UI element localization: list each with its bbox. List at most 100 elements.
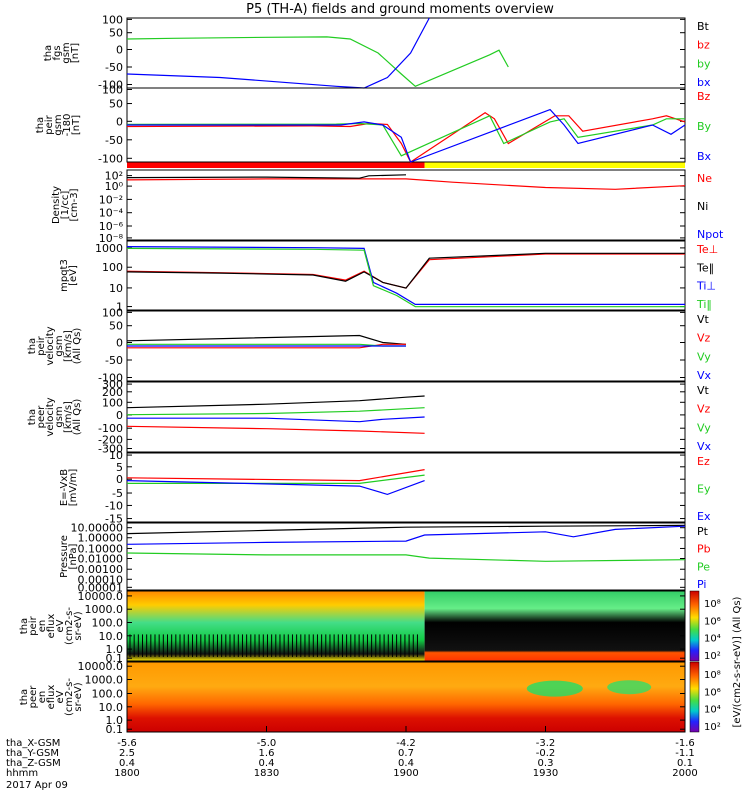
y-axis-label: tha <box>19 689 30 705</box>
status-bar-yellow <box>424 162 685 168</box>
y-axis-label: tha <box>35 117 46 133</box>
y-axis-label: E=-VxB <box>59 469 70 506</box>
legend-entry: Ne <box>697 172 712 185</box>
legend-entry: Npot <box>697 228 724 241</box>
x-tick-label: -1.6 <box>675 738 695 749</box>
status-bar-red <box>127 162 425 168</box>
legend-entry: by <box>697 57 711 70</box>
y-tick-label: 10⁻² <box>99 193 123 206</box>
legend-entry: Te⊥ <box>696 243 718 256</box>
legend-entry: Vy <box>697 421 711 434</box>
y-tick-label: 100 <box>102 396 123 409</box>
x-tick-label: 0.1 <box>677 758 693 769</box>
y-axis-label: peer <box>28 685 39 709</box>
y-tick-label: 0.00100 <box>78 563 124 576</box>
x-tick-label: 2000 <box>672 768 697 779</box>
series-line-Ti⊥ <box>126 246 685 305</box>
y-axis-label: en <box>37 620 48 633</box>
y-tick-label: 0 <box>116 337 123 350</box>
y-tick-label: 10.00000 <box>71 522 124 535</box>
series-line-Ex <box>126 480 425 496</box>
y-tick-label: 100 <box>102 261 123 274</box>
legend-entry: Bz <box>697 90 711 103</box>
y-tick-label: 300 <box>102 378 123 391</box>
y-tick-label: 10000.0 <box>78 660 124 673</box>
colorbar-tick-label: 10⁸ <box>704 599 721 610</box>
legend-entry: Pi <box>697 578 706 591</box>
legend-entry: Ez <box>697 455 710 468</box>
series-line-Bx <box>127 108 686 163</box>
series-line-Pi <box>126 525 686 545</box>
y-axis-label: sr-eV) <box>73 611 84 640</box>
panel-temp: 1000 100 10 1 mpqt3[eV] Te⊥ Te‖ Ti⊥ Ti‖ <box>59 240 718 314</box>
y-tick-label: 0.1 <box>106 652 124 665</box>
panel-pressure: 10.000001.000000.100000.010000.001000.00… <box>59 522 711 595</box>
y-axis-label: [km/s] <box>63 330 74 362</box>
y-tick-label: 0.10000 <box>78 542 124 555</box>
y-tick-label: -100 <box>98 422 123 435</box>
x-tick-label: 0.4 <box>119 758 135 769</box>
y-tick-label: 0.1 <box>106 723 124 736</box>
x-tick-label: 0.4 <box>259 758 275 769</box>
y-axis-label: (cm2-s- <box>64 607 75 645</box>
panel-elec_spec: 10000.01000.0100.010.01.00.1 thapeerenefl… <box>19 660 686 736</box>
y-tick-label: 10² <box>105 170 123 183</box>
y-tick-label: 0 <box>116 473 123 486</box>
x-row-label: tha_Y-GSM <box>6 748 59 759</box>
y-axis-label: [nT] <box>71 115 82 135</box>
x-tick-label: 1800 <box>114 768 139 779</box>
y-tick-label: 0.00010 <box>78 573 124 586</box>
y-tick-label: 0 <box>116 44 123 57</box>
y-axis-label: tha <box>27 338 38 354</box>
y-axis-label: sr-eV) <box>73 682 84 711</box>
y-tick-label: 200 <box>102 386 123 399</box>
panel-frame <box>126 452 686 523</box>
legend-entry: bx <box>697 76 711 89</box>
y-axis-label: peir <box>36 335 47 355</box>
series-line-Ez <box>126 469 425 482</box>
y-axis-label: eV <box>55 690 66 703</box>
y-axis-label: eflux <box>46 685 57 710</box>
y-tick-label: 10 <box>109 449 123 462</box>
y-axis-label: tha <box>27 409 38 425</box>
y-tick-label: -5 <box>112 487 123 500</box>
y-tick-label: 1.0 <box>106 714 124 727</box>
panel-frame <box>126 522 686 591</box>
y-axis-label: [eV] <box>68 265 79 286</box>
colorbar-tick-label: 10⁴ <box>704 634 721 645</box>
series-line-Vy <box>126 407 425 416</box>
x-tick-label: 0.4 <box>398 758 414 769</box>
legend-entry: Pe <box>697 560 710 573</box>
series-line-Ti‖ <box>126 247 685 308</box>
y-axis-label: [mV/m] <box>68 469 79 507</box>
y-tick-label: 10000.0 <box>78 590 124 603</box>
series-line-Ni <box>126 174 407 179</box>
ion-spectrogram-right <box>424 591 685 661</box>
y-tick-label: 100 <box>102 83 123 96</box>
legend-entry: By <box>697 120 712 133</box>
y-tick-label: 5 <box>116 461 123 474</box>
y-axis-label: (All Qs) <box>72 328 83 365</box>
y-tick-label: -10 <box>105 499 123 512</box>
y-tick-label: 10.0 <box>99 630 124 643</box>
x-tick-label: -0.2 <box>536 748 556 759</box>
y-tick-label: 0.00001 <box>78 581 124 594</box>
y-tick-label: 1000 <box>95 242 123 255</box>
y-tick-label: -50 <box>105 134 123 147</box>
colorbar-tick-label: 10⁶ <box>704 616 721 627</box>
colorbar-tick-label: 10⁶ <box>704 687 721 698</box>
x-tick-label: 1900 <box>393 768 418 779</box>
y-axis-label: (All Qs) <box>72 399 83 436</box>
y-axis-label: -180 <box>62 114 73 137</box>
series-line-Vt <box>126 395 425 409</box>
legend-entry: Pt <box>697 525 709 538</box>
legend-entry: Ex <box>697 510 711 523</box>
legend-entry: Vt <box>697 313 710 326</box>
y-axis-label: en <box>37 691 48 704</box>
series-line-Vx <box>127 416 425 423</box>
electron-spectrogram-patch <box>607 680 652 695</box>
